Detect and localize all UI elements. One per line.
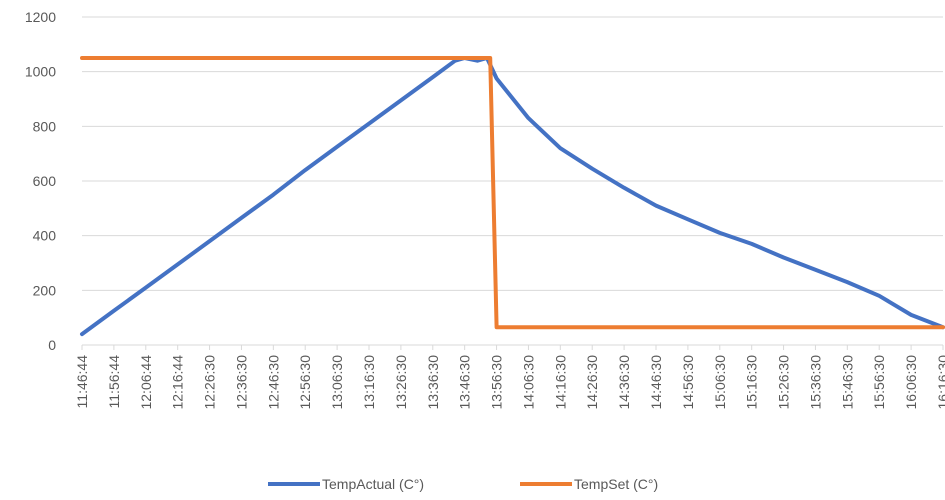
x-tick-label: 14:16:30 [552,355,568,410]
x-tick-label: 14:36:30 [616,355,632,410]
x-tick-label: 11:56:44 [106,355,122,409]
series-line-tempset [80,56,945,330]
gridlines [82,16,943,346]
x-axis: 11:46:44 11:56:44 12:06:44 12:16:44 12:26:30… [74,345,945,410]
x-tick-label: 12:16:44 [170,355,186,410]
x-tick-label: 12:06:44 [138,355,154,410]
legend-label: TempSet (C°) [574,476,658,492]
x-tick-label: 15:26:30 [776,355,792,410]
y-tick-label: 800 [33,118,57,134]
x-tick-label: 15:16:30 [744,355,760,410]
x-tick-label: 13:06:30 [329,355,345,410]
y-tick-label: 200 [33,282,57,298]
y-tick-label: 1000 [25,64,56,80]
y-axis: 0 200 400 600 800 1000 1200 [25,9,56,353]
series-line-tempactual [80,56,945,337]
legend: TempActual (C°) TempSet (C°) [268,476,658,492]
x-tick-label: 12:46:30 [265,355,281,410]
x-tick-label: 16:06:30 [903,355,919,410]
x-tick-label: 15:06:30 [712,355,728,410]
x-tick-label: 14:56:30 [680,355,696,410]
series-lines [80,56,945,337]
x-tick-label: 11:46:44 [74,355,90,409]
legend-label: TempActual (C°) [322,476,424,492]
x-tick-label: 14:46:30 [648,355,664,410]
x-tick-label: 15:56:30 [871,355,887,410]
x-tick-label: 12:36:30 [233,355,249,410]
y-tick-label: 1200 [25,9,56,25]
x-tick-label: 14:06:30 [520,355,536,410]
y-tick-label: 400 [33,228,57,244]
x-tick-label: 13:46:30 [457,355,473,410]
x-tick-label: 12:26:30 [202,355,218,410]
y-tick-label: 600 [33,173,57,189]
x-tick-label: 13:26:30 [393,355,409,410]
x-tick-label: 16:16:30 [935,355,945,410]
x-tick-label: 12:56:30 [297,355,313,410]
x-tick-label: 14:26:30 [584,355,600,410]
x-tick-label: 15:36:30 [807,355,823,410]
x-tick-label: 13:16:30 [361,355,377,410]
x-tick-label: 15:46:30 [839,355,855,410]
x-tick-label: 13:36:30 [425,355,441,410]
y-tick-label: 0 [48,337,56,353]
x-tick-label: 13:56:30 [489,355,505,410]
